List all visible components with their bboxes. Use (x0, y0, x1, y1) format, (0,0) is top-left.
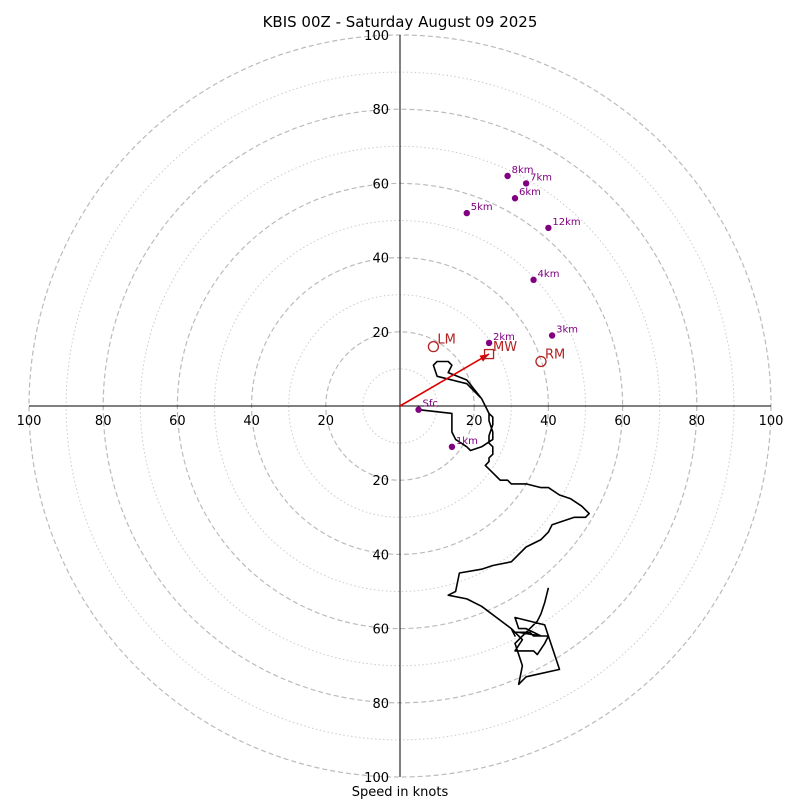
height-marker-point (511, 195, 519, 202)
storm-motion-label-mw: MW (493, 340, 517, 355)
height-marker-label: 7km (530, 172, 552, 183)
height-marker-label: 6km (519, 187, 541, 198)
tick-label-top: 20 (372, 326, 389, 341)
height-marker-point (548, 332, 556, 339)
height-marker-point (415, 406, 422, 413)
height-marker-label: Sfc (423, 399, 438, 410)
height-marker-label: 3km (556, 325, 578, 336)
hodograph-trace (418, 360, 591, 686)
storm-motion-label-rm: RM (545, 347, 565, 362)
tick-label-top: 40 (372, 252, 389, 267)
tick-label-right: 40 (540, 414, 557, 429)
storm-motion-marker-lm (427, 340, 440, 353)
height-marker-label: 5km (471, 202, 493, 213)
height-marker-label: 8km (512, 165, 534, 176)
storm-motion-markers: LM RM MW (399, 333, 565, 407)
storm-motion-marker-mw (483, 348, 495, 360)
height-marker-label: 12km (552, 217, 580, 228)
storm-motion-label-lm: LM (437, 333, 455, 348)
tick-label-bottom: 20 (372, 474, 389, 489)
height-marker-point (545, 224, 552, 232)
storm-motion-marker-rm (535, 355, 547, 368)
height-marker-point (530, 276, 537, 284)
height-marker-point (522, 180, 530, 187)
tick-labels: 20 20 20 20 40 40 40 40 60 60 60 60 80 80 80 80 100 100 10… (17, 29, 784, 786)
tick-label-top: 80 (372, 103, 389, 118)
height-marker-point (463, 209, 470, 217)
tick-label-left: 40 (243, 414, 260, 429)
tick-label-left: 60 (169, 414, 186, 429)
mean-wind-arrow (399, 353, 490, 407)
tick-label-bottom: 80 (372, 697, 389, 712)
tick-label-right: 60 (614, 414, 631, 429)
height-marker-point (485, 339, 493, 347)
tick-label-left: 80 (95, 414, 112, 429)
height-marker-point (448, 443, 456, 451)
height-marker-point (504, 172, 511, 180)
tick-label-bottom: 100 (364, 771, 389, 786)
tick-label-top: 100 (364, 29, 389, 44)
height-marker-label: 4km (538, 269, 560, 280)
tick-label-left: 20 (318, 414, 335, 429)
tick-label-bottom: 60 (372, 623, 389, 638)
chart-title: KBIS 00Z - Saturday August 09 2025 (263, 13, 538, 31)
tick-label-right: 80 (689, 414, 706, 429)
tick-label-right: 20 (466, 414, 483, 429)
height-marker-label: 2km (493, 332, 515, 343)
tick-label-top: 60 (372, 177, 389, 192)
height-marker-label: 1km (456, 436, 478, 447)
x-axis-label: Speed in knots (352, 785, 449, 800)
tick-label-bottom: 40 (372, 548, 389, 563)
tick-label-right: 100 (759, 414, 784, 429)
hodograph-trace-layer (418, 360, 591, 686)
tick-label-left: 100 (17, 414, 42, 429)
